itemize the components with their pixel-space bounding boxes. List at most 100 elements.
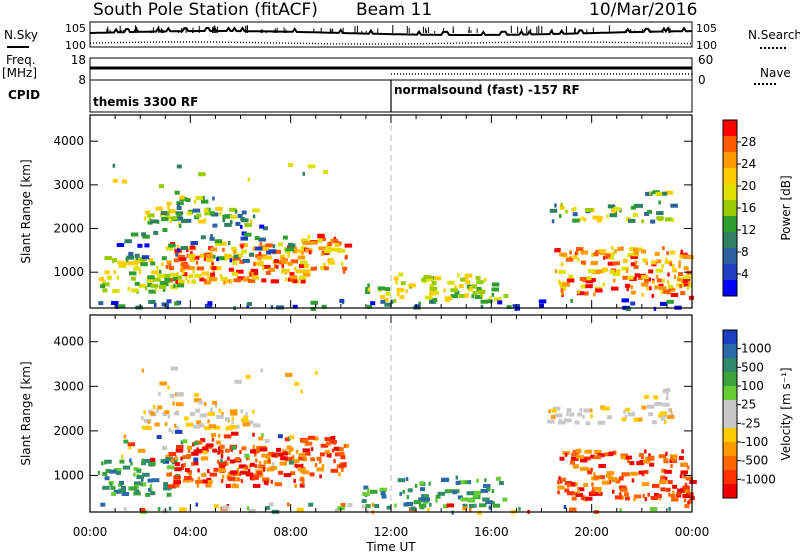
colorbar bbox=[722, 119, 741, 297]
data-cell bbox=[612, 272, 621, 277]
colorbar-frame bbox=[722, 329, 738, 499]
data-cell bbox=[652, 483, 660, 488]
data-cell bbox=[138, 283, 147, 288]
data-cell bbox=[464, 293, 470, 298]
data-cell bbox=[212, 223, 218, 228]
data-cell bbox=[431, 281, 437, 285]
data-cell bbox=[204, 303, 213, 308]
data-cell bbox=[192, 255, 200, 260]
data-cell bbox=[229, 214, 238, 219]
data-cell bbox=[340, 503, 346, 507]
data-cell bbox=[576, 291, 585, 296]
data-cell bbox=[641, 249, 647, 254]
data-cell bbox=[662, 475, 665, 480]
data-cell bbox=[645, 191, 653, 196]
data-cell bbox=[645, 261, 648, 265]
data-cell bbox=[246, 275, 250, 280]
data-cell bbox=[255, 246, 263, 251]
data-cell bbox=[598, 249, 607, 254]
data-cell bbox=[280, 254, 285, 259]
data-cell bbox=[216, 414, 224, 419]
colorbar-swatch bbox=[723, 184, 737, 201]
data-cell bbox=[482, 497, 490, 502]
data-cell bbox=[683, 275, 692, 280]
data-cell bbox=[159, 280, 168, 285]
data-cell bbox=[658, 496, 662, 501]
data-cell bbox=[571, 207, 574, 212]
data-cell bbox=[670, 464, 673, 468]
data-cell bbox=[682, 279, 691, 284]
data-cell bbox=[252, 409, 255, 414]
data-cell bbox=[229, 459, 235, 464]
data-cell bbox=[276, 452, 284, 457]
data-cell bbox=[258, 237, 266, 242]
data-cell bbox=[640, 282, 649, 287]
data-cell bbox=[477, 289, 486, 294]
nave-legend-line bbox=[754, 83, 776, 85]
data-cell bbox=[118, 488, 126, 493]
data-cell bbox=[221, 412, 224, 417]
data-cell bbox=[122, 179, 127, 184]
colorbar-swatch bbox=[723, 330, 737, 345]
data-cell bbox=[179, 507, 187, 512]
data-cell bbox=[258, 464, 266, 469]
data-cell bbox=[307, 164, 316, 169]
data-cell bbox=[576, 448, 582, 453]
data-cell bbox=[163, 282, 169, 287]
data-cell bbox=[659, 286, 667, 291]
data-cell bbox=[406, 495, 410, 499]
data-cell bbox=[123, 439, 129, 444]
data-cell bbox=[212, 425, 221, 430]
data-cell bbox=[665, 217, 673, 222]
data-cell bbox=[469, 504, 474, 508]
data-cell bbox=[503, 294, 509, 298]
data-cell bbox=[236, 467, 240, 472]
data-cell bbox=[405, 502, 414, 506]
colorbar-tick-label: 24 bbox=[741, 157, 756, 171]
data-cell bbox=[147, 478, 153, 483]
data-cell bbox=[247, 468, 251, 473]
data-cell bbox=[294, 463, 297, 468]
data-cell bbox=[651, 293, 654, 298]
data-cell bbox=[278, 242, 284, 247]
data-cell bbox=[135, 263, 138, 268]
data-cell bbox=[316, 467, 324, 472]
data-cell bbox=[582, 414, 585, 419]
data-cell bbox=[296, 464, 302, 469]
data-cell bbox=[258, 260, 264, 265]
data-cell bbox=[664, 260, 673, 265]
data-cell bbox=[134, 253, 140, 258]
data-cell bbox=[239, 259, 245, 264]
data-cell bbox=[199, 423, 205, 428]
data-cell bbox=[128, 445, 131, 450]
data-cell bbox=[241, 218, 249, 223]
data-cell bbox=[213, 504, 219, 509]
data-cell bbox=[194, 440, 203, 445]
data-cell bbox=[122, 465, 131, 470]
colorbar-swatch bbox=[723, 216, 737, 233]
data-cell bbox=[212, 270, 215, 275]
data-cell bbox=[664, 476, 668, 481]
data-cell bbox=[663, 420, 667, 424]
data-cell bbox=[104, 460, 107, 465]
data-cell bbox=[560, 288, 564, 293]
data-cell bbox=[581, 216, 584, 221]
data-cell bbox=[310, 266, 316, 271]
data-cell bbox=[287, 261, 293, 266]
data-cell bbox=[454, 290, 460, 295]
data-cell bbox=[615, 479, 621, 484]
data-cell bbox=[99, 277, 105, 281]
data-cell bbox=[148, 300, 156, 304]
data-cell bbox=[180, 463, 184, 468]
data-cell bbox=[455, 480, 461, 485]
data-cell bbox=[308, 250, 312, 255]
data-cell bbox=[626, 275, 634, 280]
data-cell bbox=[142, 472, 150, 477]
data-cell bbox=[606, 471, 615, 476]
data-cell bbox=[483, 277, 487, 282]
data-cell bbox=[422, 497, 430, 502]
data-cell bbox=[151, 270, 159, 275]
data-cell bbox=[171, 429, 174, 434]
data-cell bbox=[618, 485, 627, 490]
noise-left-tick: 105 bbox=[65, 22, 86, 35]
